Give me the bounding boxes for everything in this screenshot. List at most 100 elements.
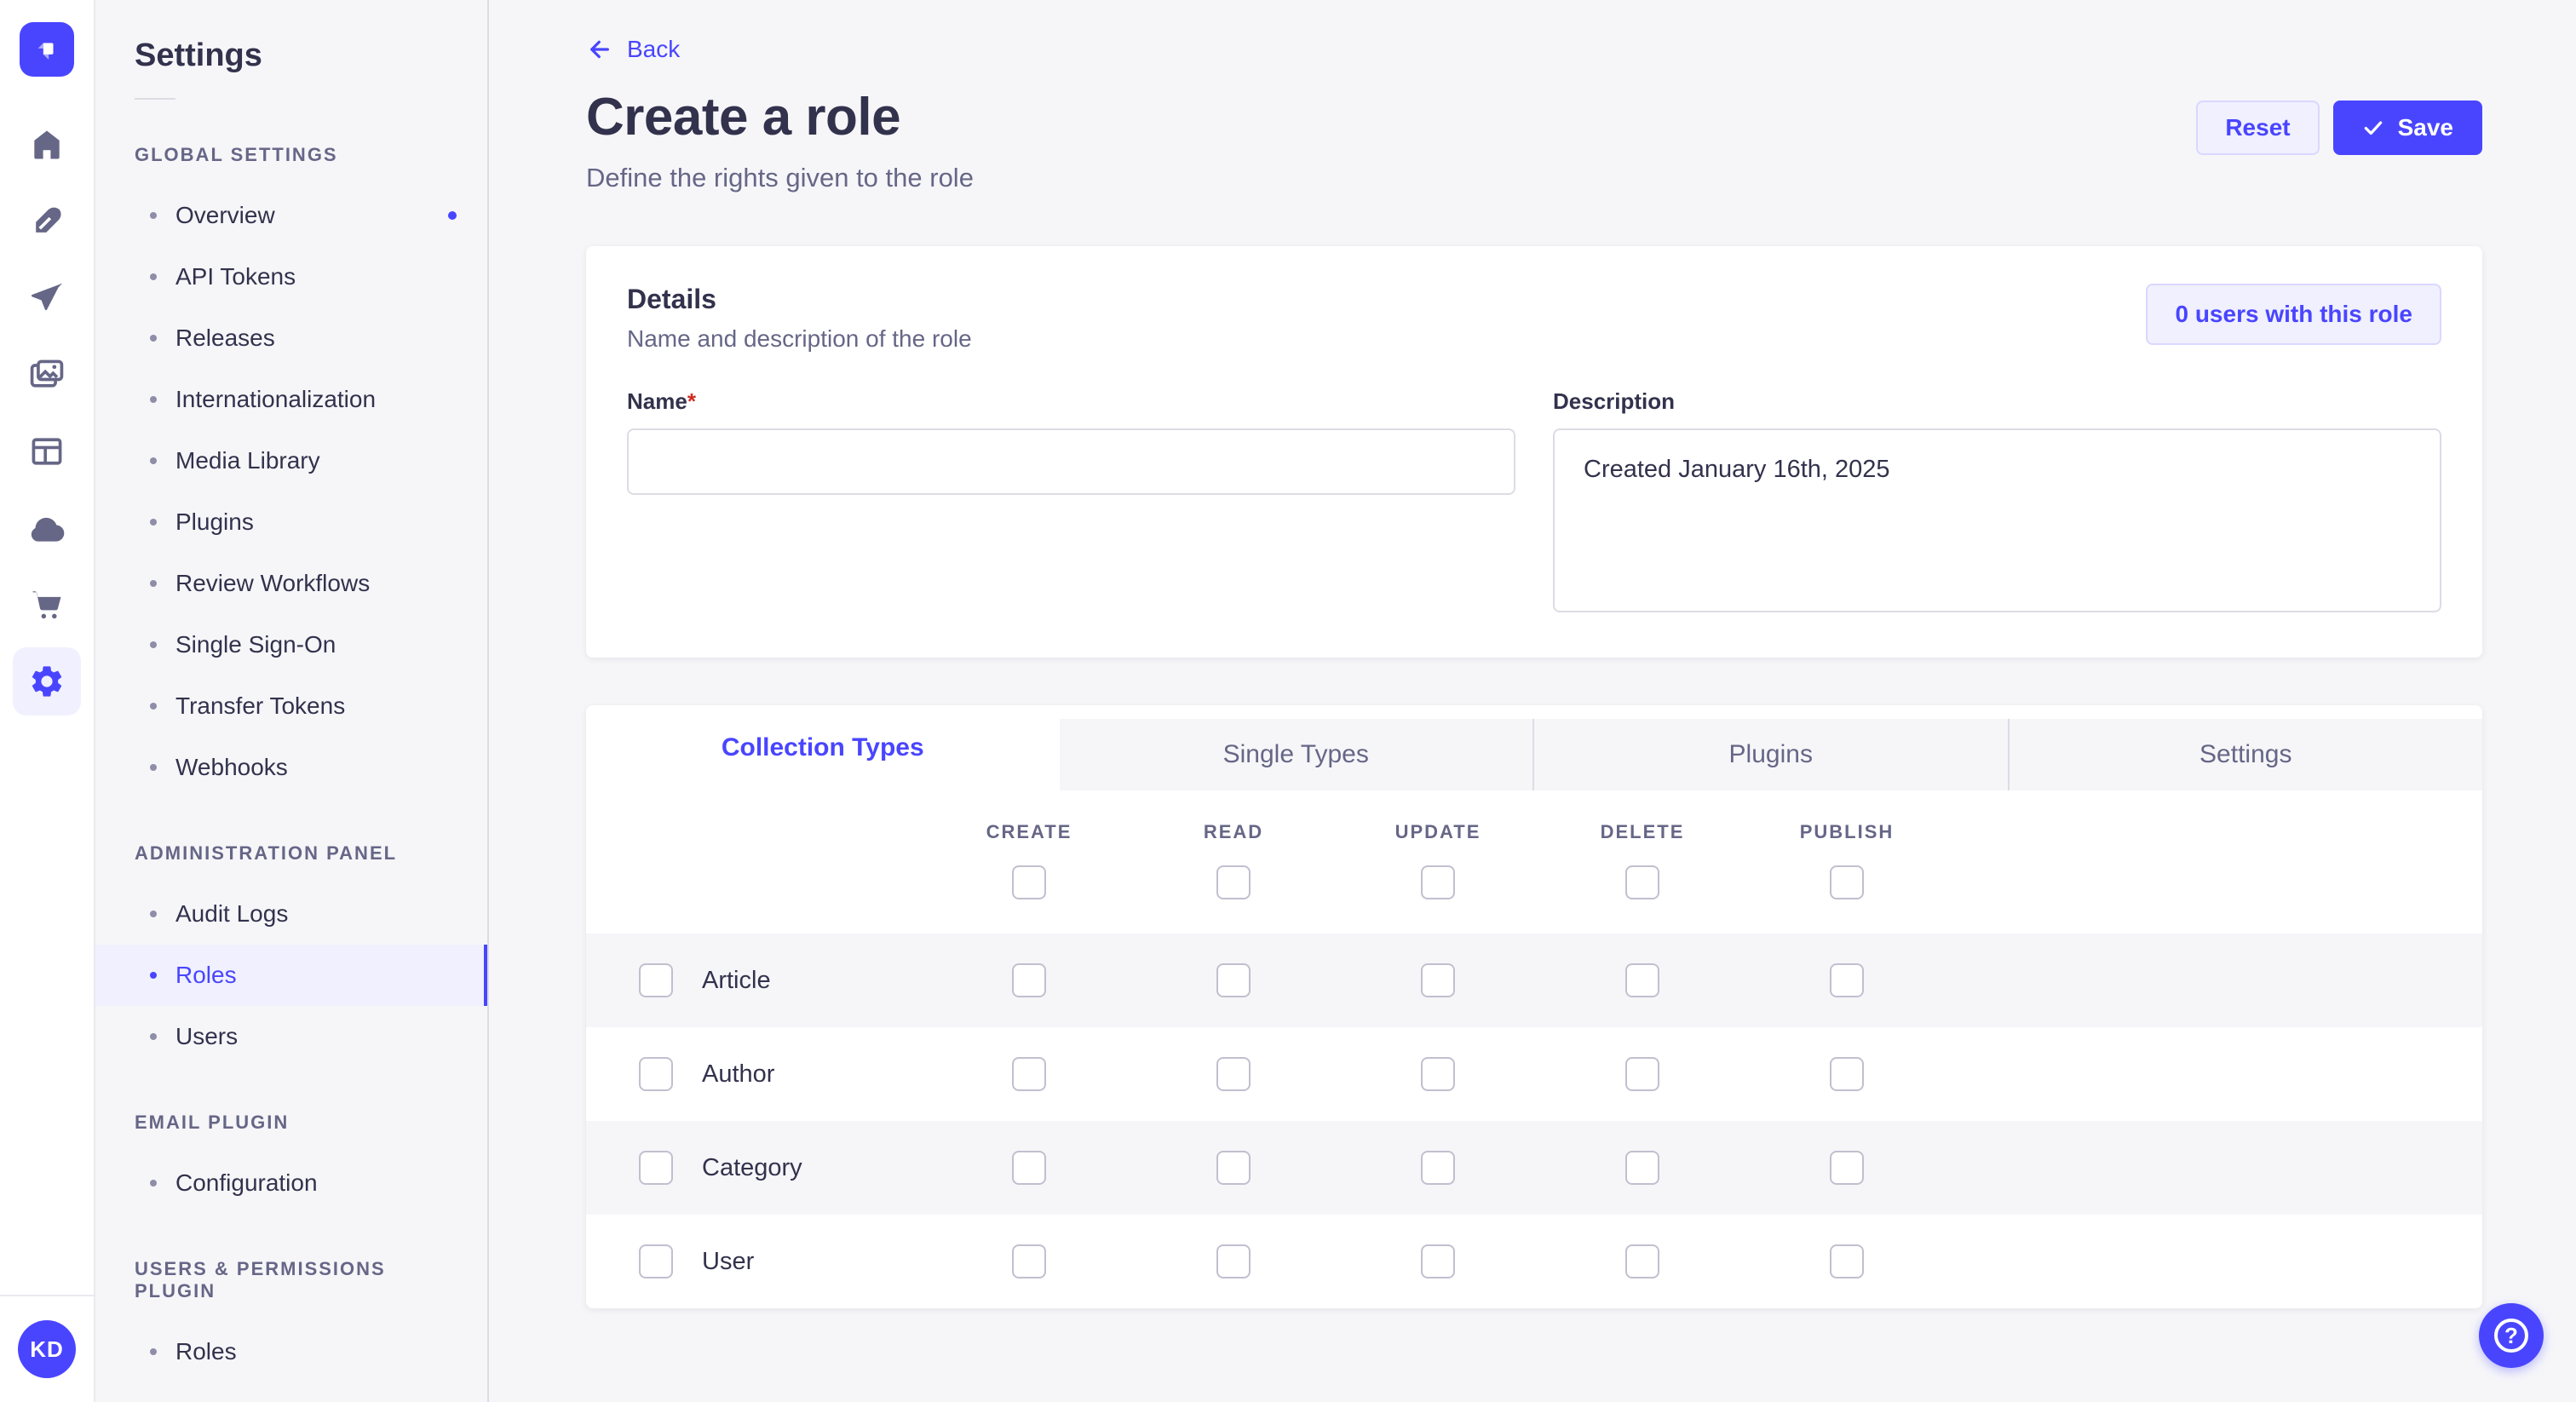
author-publish-checkbox[interactable] [1830,1057,1864,1091]
permission-row-article: Article [586,934,2482,1027]
tab-collection-types[interactable]: Collection Types [586,705,1060,790]
permissions-card: Collection Types Single Types Plugins Se… [586,705,2482,1308]
back-link[interactable]: Back [586,36,680,63]
user-publish-checkbox[interactable] [1830,1244,1864,1278]
permission-row-category: Category [586,1121,2482,1215]
reset-button[interactable]: Reset [2196,101,2320,155]
tab-single-types[interactable]: Single Types [1059,719,1534,790]
sidebar-item-label: Transfer Tokens [175,692,346,719]
row-select-checkbox[interactable] [639,1244,673,1278]
article-delete-checkbox[interactable] [1625,963,1659,997]
settings-icon[interactable] [13,647,81,715]
sidebar-item-review-workflows[interactable]: Review Workflows [95,553,487,614]
tab-settings[interactable]: Settings [2009,719,2482,790]
sidebar-item-transfer-tokens[interactable]: Transfer Tokens [95,675,487,737]
article-publish-checkbox[interactable] [1830,963,1864,997]
name-label: Name* [627,388,1515,415]
article-read-checkbox[interactable] [1216,963,1251,997]
page-header: Create a role Define the rights given to… [586,87,2482,193]
article-update-checkbox[interactable] [1421,963,1455,997]
sidebar-section-users-permissions-plugin: USERS & PERMISSIONS PLUGIN Roles Provide… [95,1258,487,1402]
category-publish-checkbox[interactable] [1830,1151,1864,1185]
back-label: Back [627,36,681,62]
marketplace-icon[interactable] [13,571,81,639]
releases-icon[interactable] [13,264,81,332]
sidebar-item-webhooks[interactable]: Webhooks [95,737,487,798]
sidebar-section-administration-panel: ADMINISTRATION PANEL Audit Logs Roles Us… [95,842,487,1067]
category-read-checkbox[interactable] [1216,1151,1251,1185]
permission-row-user: User [586,1215,2482,1308]
category-create-checkbox[interactable] [1012,1151,1046,1185]
name-field-group: Name* [627,388,1515,617]
section-label: GLOBAL SETTINGS [135,144,338,165]
notification-dot-icon [448,211,457,220]
category-update-checkbox[interactable] [1421,1151,1455,1185]
tab-plugins[interactable]: Plugins [1534,719,2010,790]
bullet-icon [150,972,157,979]
description-textarea[interactable]: Created January 16th, 2025 [1553,428,2441,612]
author-create-checkbox[interactable] [1012,1057,1046,1091]
name-input[interactable] [627,428,1515,495]
user-create-checkbox[interactable] [1012,1244,1046,1278]
name-label-text: Name [627,388,687,414]
details-card: Details Name and description of the role… [586,246,2482,658]
select-all-update-checkbox[interactable] [1421,865,1455,899]
bullet-icon [150,1033,157,1040]
sidebar-item-configuration[interactable]: Configuration [95,1152,487,1214]
help-button[interactable]: ? [2479,1303,2544,1368]
select-all-create-checkbox[interactable] [1012,865,1046,899]
sidebar-item-label: Single Sign-On [175,631,336,658]
save-button[interactable]: Save [2332,101,2482,155]
sidebar-item-api-tokens[interactable]: API Tokens [95,246,487,307]
sidebar-item-label: Roles [175,962,237,988]
media-library-icon[interactable] [13,341,81,409]
cloud-icon[interactable] [13,494,81,562]
bullet-icon [150,911,157,917]
author-read-checkbox[interactable] [1216,1057,1251,1091]
select-all-publish-checkbox[interactable] [1830,865,1864,899]
bullet-icon [150,1348,157,1355]
sidebar-item-single-sign-on[interactable]: Single Sign-On [95,614,487,675]
column-header-create: CREATE [986,821,1072,842]
sidebar-item-roles-admin[interactable]: Roles [95,945,487,1006]
strapi-logo-icon [37,43,54,60]
row-select-checkbox[interactable] [639,963,673,997]
user-read-checkbox[interactable] [1216,1244,1251,1278]
select-all-delete-checkbox[interactable] [1625,865,1659,899]
header-actions: Reset Save [2196,101,2482,155]
section-label: USERS & PERMISSIONS PLUGIN [135,1258,386,1301]
category-delete-checkbox[interactable] [1625,1151,1659,1185]
sidebar-item-overview[interactable]: Overview [95,185,487,246]
sidebar-item-internationalization[interactable]: Internationalization [95,369,487,430]
article-create-checkbox[interactable] [1012,963,1046,997]
user-update-checkbox[interactable] [1421,1244,1455,1278]
content-manager-icon[interactable] [13,417,81,486]
sidebar-item-users[interactable]: Users [95,1006,487,1067]
details-subtitle: Name and description of the role [627,325,972,352]
rail-nav [13,111,81,715]
home-icon[interactable] [13,111,81,179]
sidebar-item-media-library[interactable]: Media Library [95,430,487,491]
user-avatar[interactable]: KD [18,1320,76,1378]
settings-sidebar: Settings GLOBAL SETTINGS Overview API To… [95,0,489,1402]
sidebar-item-providers[interactable]: Providers [95,1382,487,1402]
sidebar-item-plugins[interactable]: Plugins [95,491,487,553]
user-delete-checkbox[interactable] [1625,1244,1659,1278]
sidebar-item-audit-logs[interactable]: Audit Logs [95,883,487,945]
select-all-read-checkbox[interactable] [1216,865,1251,899]
author-update-checkbox[interactable] [1421,1057,1455,1091]
users-with-role-button[interactable]: 0 users with this role [2146,284,2441,345]
sidebar-item-label: Releases [175,325,275,351]
content-builder-icon[interactable] [13,187,81,256]
bullet-icon [150,580,157,587]
strapi-logo[interactable] [20,22,74,77]
sidebar-item-releases[interactable]: Releases [95,307,487,369]
row-select-checkbox[interactable] [639,1057,673,1091]
sidebar-item-label: Internationalization [175,386,377,412]
permissions-header: CREATE READ UPDATE DELETE PUBLISH [586,790,2482,934]
column-header-publish: PUBLISH [1799,821,1895,842]
row-select-checkbox[interactable] [639,1151,673,1185]
column-header-update: UPDATE [1394,821,1481,842]
sidebar-item-roles-up[interactable]: Roles [95,1321,487,1382]
author-delete-checkbox[interactable] [1625,1057,1659,1091]
